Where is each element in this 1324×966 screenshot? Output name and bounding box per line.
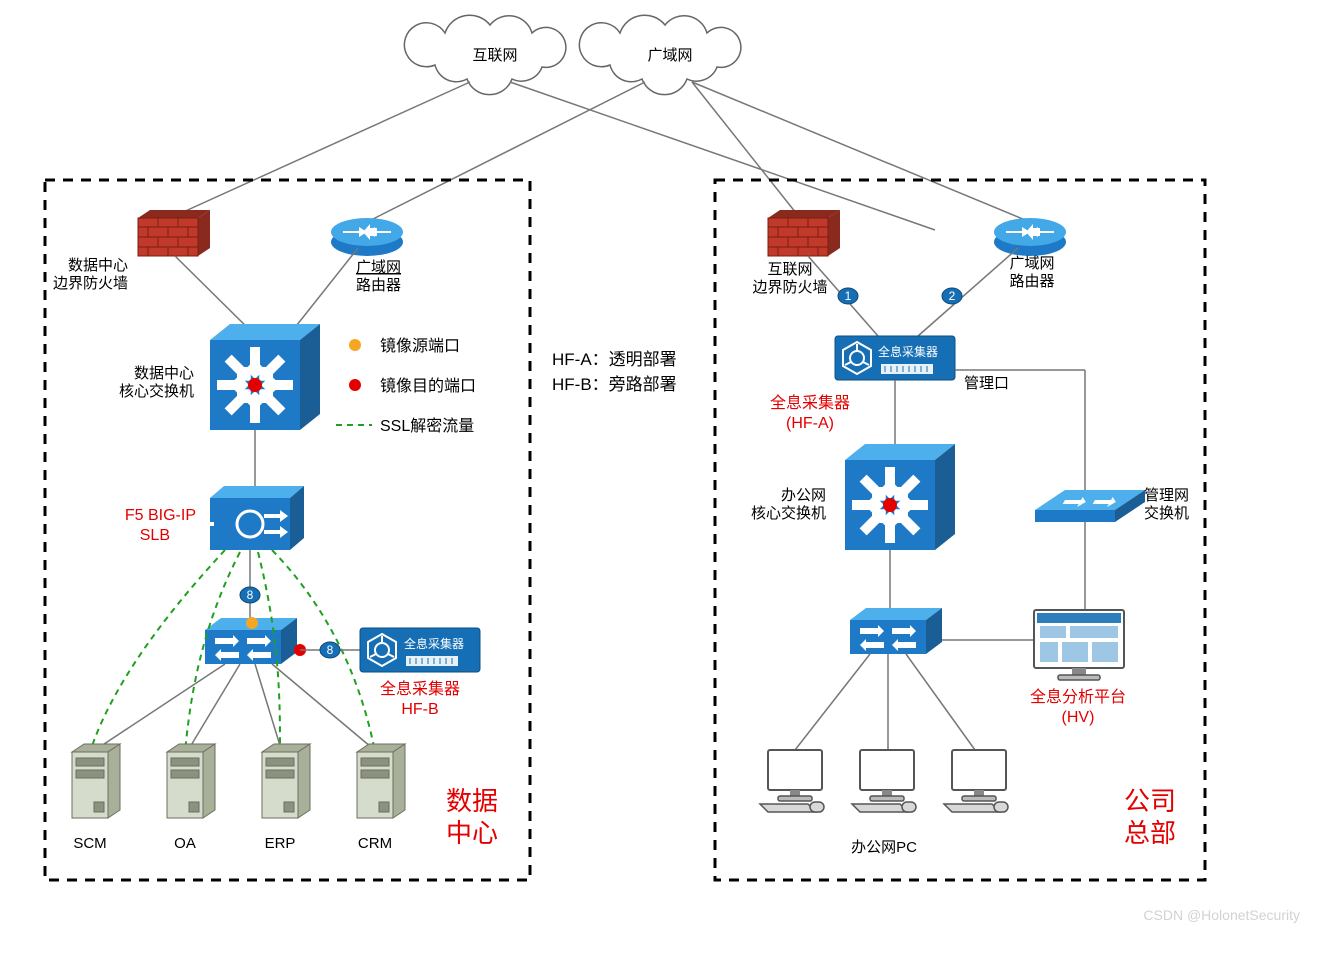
cloud-internet: 互联网	[404, 15, 565, 94]
legend-mirror-src: 镜像源端口	[380, 336, 460, 355]
server-erp-label: ERP	[265, 835, 296, 852]
hv-monitor-icon	[1034, 610, 1124, 680]
hq-badge-2: 2	[949, 289, 956, 303]
dc-firewall-label-2: 边界防火墙	[53, 275, 128, 292]
server-crm-label: CRM	[358, 835, 392, 852]
region-hq-title-1: 公司	[1124, 786, 1176, 816]
collector-hfb-text: 全息采集器	[404, 636, 464, 651]
hq-mgmt-switch-icon	[1035, 490, 1145, 522]
hq-firewall-label-1: 互联网	[767, 261, 812, 278]
hv-label-2: (HV)	[1062, 709, 1095, 726]
hq-access-switch-icon	[850, 608, 942, 654]
legend-hfb: HF-B：旁路部署	[552, 375, 677, 394]
watermark: CSDN @HolonetSecurity	[1143, 907, 1300, 923]
hq-core-label-2: 核心交换机	[751, 504, 826, 522]
collector-hfb-label-1: 全息采集器	[380, 680, 460, 698]
dc-router-label-1: 广域网	[356, 259, 401, 276]
pc-1-icon	[760, 750, 824, 812]
legend-ssl: SSL解密流量	[380, 417, 474, 435]
hq-core-label-1: 办公网	[781, 487, 826, 504]
dc-port-badge-top: 8	[247, 588, 254, 602]
region-hq-title-2: 总部	[1124, 818, 1176, 848]
hq-mgmt-switch-label-2: 交换机	[1144, 504, 1189, 522]
legend: 镜像源端口 镜像目的端口 SSL解密流量	[336, 336, 476, 435]
hq-badge-1: 1	[845, 289, 852, 303]
server-scm-label: SCM	[73, 835, 106, 852]
pc-links	[795, 654, 975, 750]
dc-core-switch-icon	[210, 324, 320, 430]
legend-hfa: HF-A：透明部署	[552, 350, 677, 369]
collector-hfa-text: 全息采集器	[878, 344, 938, 359]
collector-hfb-label-2: HF-B	[401, 701, 438, 718]
dc-port-badge-right: 8	[327, 643, 334, 657]
hv-label-1: 全息分析平台	[1030, 688, 1126, 706]
backbone-links	[170, 82, 1030, 230]
collector-hfa-label-1: 全息采集器	[770, 394, 850, 412]
pc-2-icon	[852, 750, 916, 812]
hq-mgmt-switch-label-1: 管理网	[1144, 487, 1189, 504]
legend-mirror-dst: 镜像目的端口	[380, 376, 476, 395]
region-dc-title-1: 数据	[446, 786, 498, 816]
server-oa-label: OA	[174, 835, 196, 852]
f5-slb-icon	[196, 486, 304, 550]
hq-pc-label: 办公网PC	[851, 839, 917, 856]
server-links	[92, 664, 377, 752]
hq-router-label-1: 广域网	[1009, 255, 1054, 272]
hq-mirror-dst-dot	[883, 498, 897, 512]
dc-router-label-2: 路由器	[356, 277, 401, 294]
dc-firewall-icon	[138, 210, 210, 256]
cloud-internet-label: 互联网	[472, 47, 517, 64]
hq-router-label-2: 路由器	[1009, 273, 1054, 290]
collector-hfa-label-2: (HF-A)	[786, 415, 834, 432]
hq-firewall-label-2: 边界防火墙	[752, 279, 827, 296]
pc-3-icon	[944, 750, 1008, 812]
hq-core-switch-icon	[845, 444, 955, 550]
dc-mirror-dst-dot	[248, 378, 262, 392]
dc-wan-router-icon	[331, 218, 403, 256]
cloud-wan: 广域网	[579, 15, 740, 94]
dc-firewall-label-1: 数据中心	[68, 257, 128, 274]
dc-core-label-1: 数据中心	[134, 365, 194, 382]
hq-firewall-icon	[768, 210, 840, 256]
network-diagram: 互联网 广域网 数据 中心 数据中心 边界防火墙 广域网 路由器 数据中心 核心…	[0, 0, 1324, 966]
hq-mgmt-port-label: 管理口	[964, 375, 1009, 392]
hq-wan-router-icon	[994, 218, 1066, 256]
cloud-wan-label: 广域网	[647, 47, 692, 64]
f5-label-2: SLB	[140, 527, 170, 544]
dc-mirror-src-dot	[246, 617, 258, 629]
region-dc-title-2: 中心	[446, 818, 498, 848]
dc-core-label-2: 核心交换机	[119, 382, 194, 400]
f5-label-1: F5 BIG-IP	[125, 507, 196, 524]
dc-servers: SCM OA ERP CRM	[72, 744, 405, 852]
